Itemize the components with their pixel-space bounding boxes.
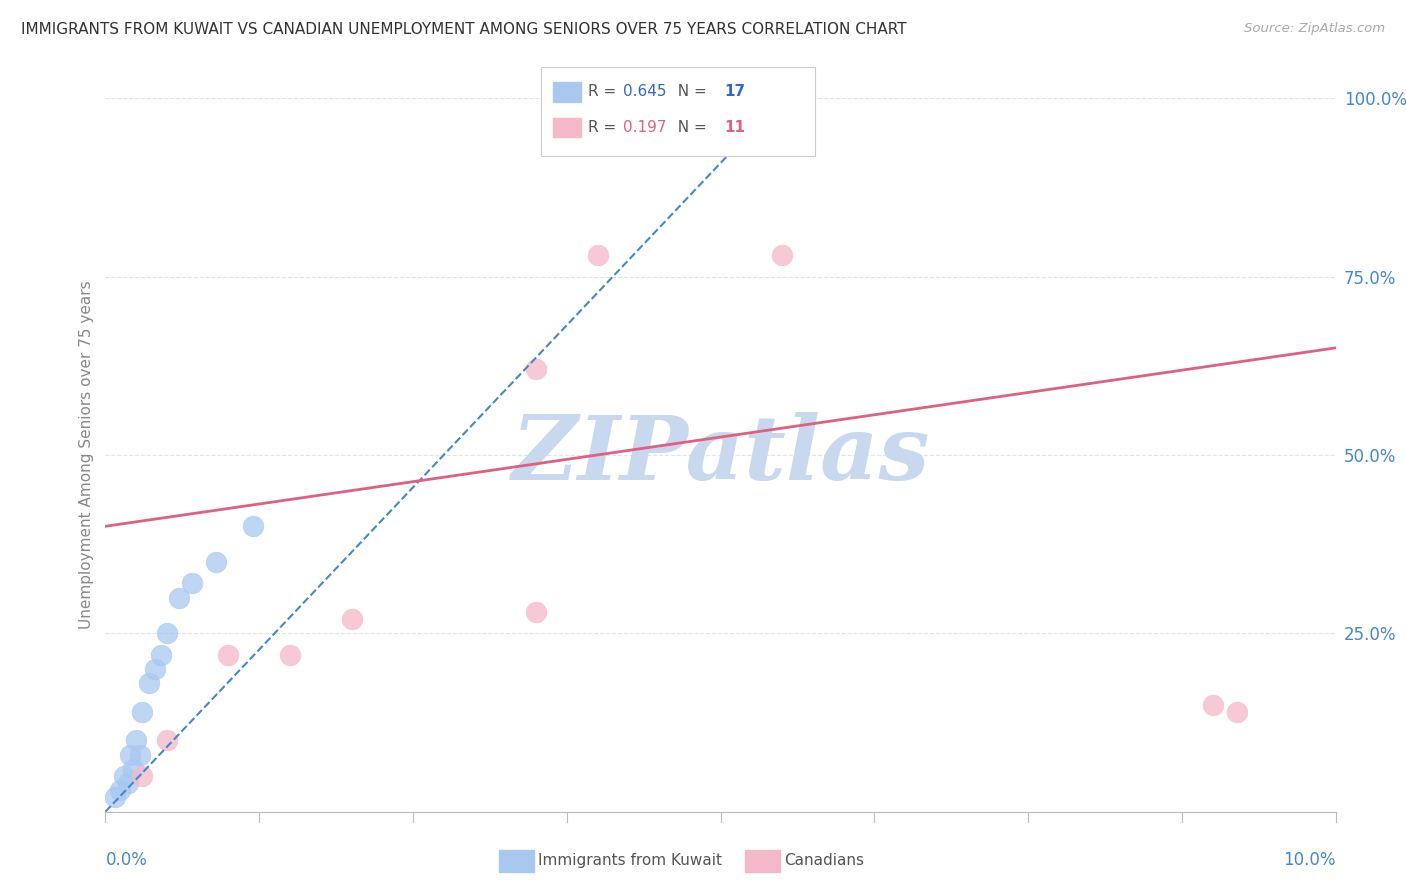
Point: [1226, 705, 1249, 719]
Point: [149, 648, 172, 662]
Point: [129, 747, 152, 762]
Point: [110, 783, 132, 797]
Text: 11: 11: [724, 120, 745, 135]
Text: 17: 17: [724, 85, 745, 99]
Point: [218, 648, 240, 662]
Point: [125, 733, 148, 747]
Point: [104, 790, 127, 805]
Text: Source: ZipAtlas.com: Source: ZipAtlas.com: [1244, 22, 1385, 36]
Point: [770, 248, 793, 262]
Point: [242, 519, 264, 533]
Point: [120, 747, 141, 762]
Point: [205, 555, 228, 569]
Text: Canadians: Canadians: [785, 854, 865, 868]
Point: [112, 769, 135, 783]
Point: [156, 733, 179, 747]
Text: R =: R =: [588, 120, 626, 135]
Point: [180, 576, 202, 591]
Point: [121, 762, 143, 776]
Point: [117, 776, 139, 790]
Text: 10.0%: 10.0%: [1284, 851, 1336, 869]
Text: Immigrants from Kuwait: Immigrants from Kuwait: [538, 854, 723, 868]
Point: [586, 248, 609, 262]
Text: 0.645: 0.645: [623, 85, 666, 99]
Text: 0.0%: 0.0%: [105, 851, 148, 869]
Point: [340, 612, 363, 626]
Text: R =: R =: [588, 85, 621, 99]
Point: [169, 591, 191, 605]
Point: [143, 662, 166, 676]
Y-axis label: Unemployment Among Seniors over 75 years: Unemployment Among Seniors over 75 years: [79, 281, 94, 629]
Point: [138, 676, 160, 690]
Point: [131, 705, 153, 719]
Point: [1202, 698, 1225, 712]
Text: N =: N =: [668, 120, 711, 135]
Text: 0.197: 0.197: [623, 120, 666, 135]
Point: [156, 626, 179, 640]
Point: [131, 769, 153, 783]
Point: [524, 362, 547, 376]
Text: ZIPatlas: ZIPatlas: [512, 412, 929, 498]
Text: N =: N =: [668, 85, 711, 99]
Point: [524, 605, 547, 619]
Text: IMMIGRANTS FROM KUWAIT VS CANADIAN UNEMPLOYMENT AMONG SENIORS OVER 75 YEARS CORR: IMMIGRANTS FROM KUWAIT VS CANADIAN UNEMP…: [21, 22, 907, 37]
Point: [278, 648, 301, 662]
